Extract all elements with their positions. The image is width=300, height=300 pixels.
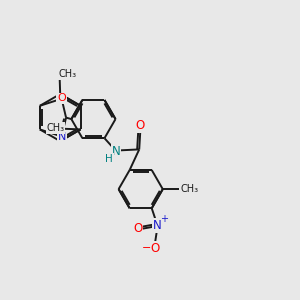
- Text: N: N: [153, 219, 162, 232]
- Text: N: N: [57, 132, 66, 142]
- Text: CH₃: CH₃: [180, 184, 198, 194]
- Text: O: O: [136, 119, 145, 132]
- Text: O: O: [57, 93, 66, 103]
- Text: CH₃: CH₃: [46, 123, 64, 133]
- Text: O: O: [133, 222, 142, 236]
- Text: −: −: [142, 243, 152, 253]
- Text: N: N: [112, 145, 120, 158]
- Text: H: H: [105, 154, 113, 164]
- Text: O: O: [150, 242, 159, 255]
- Text: +: +: [160, 214, 168, 224]
- Text: CH₃: CH₃: [59, 69, 77, 79]
